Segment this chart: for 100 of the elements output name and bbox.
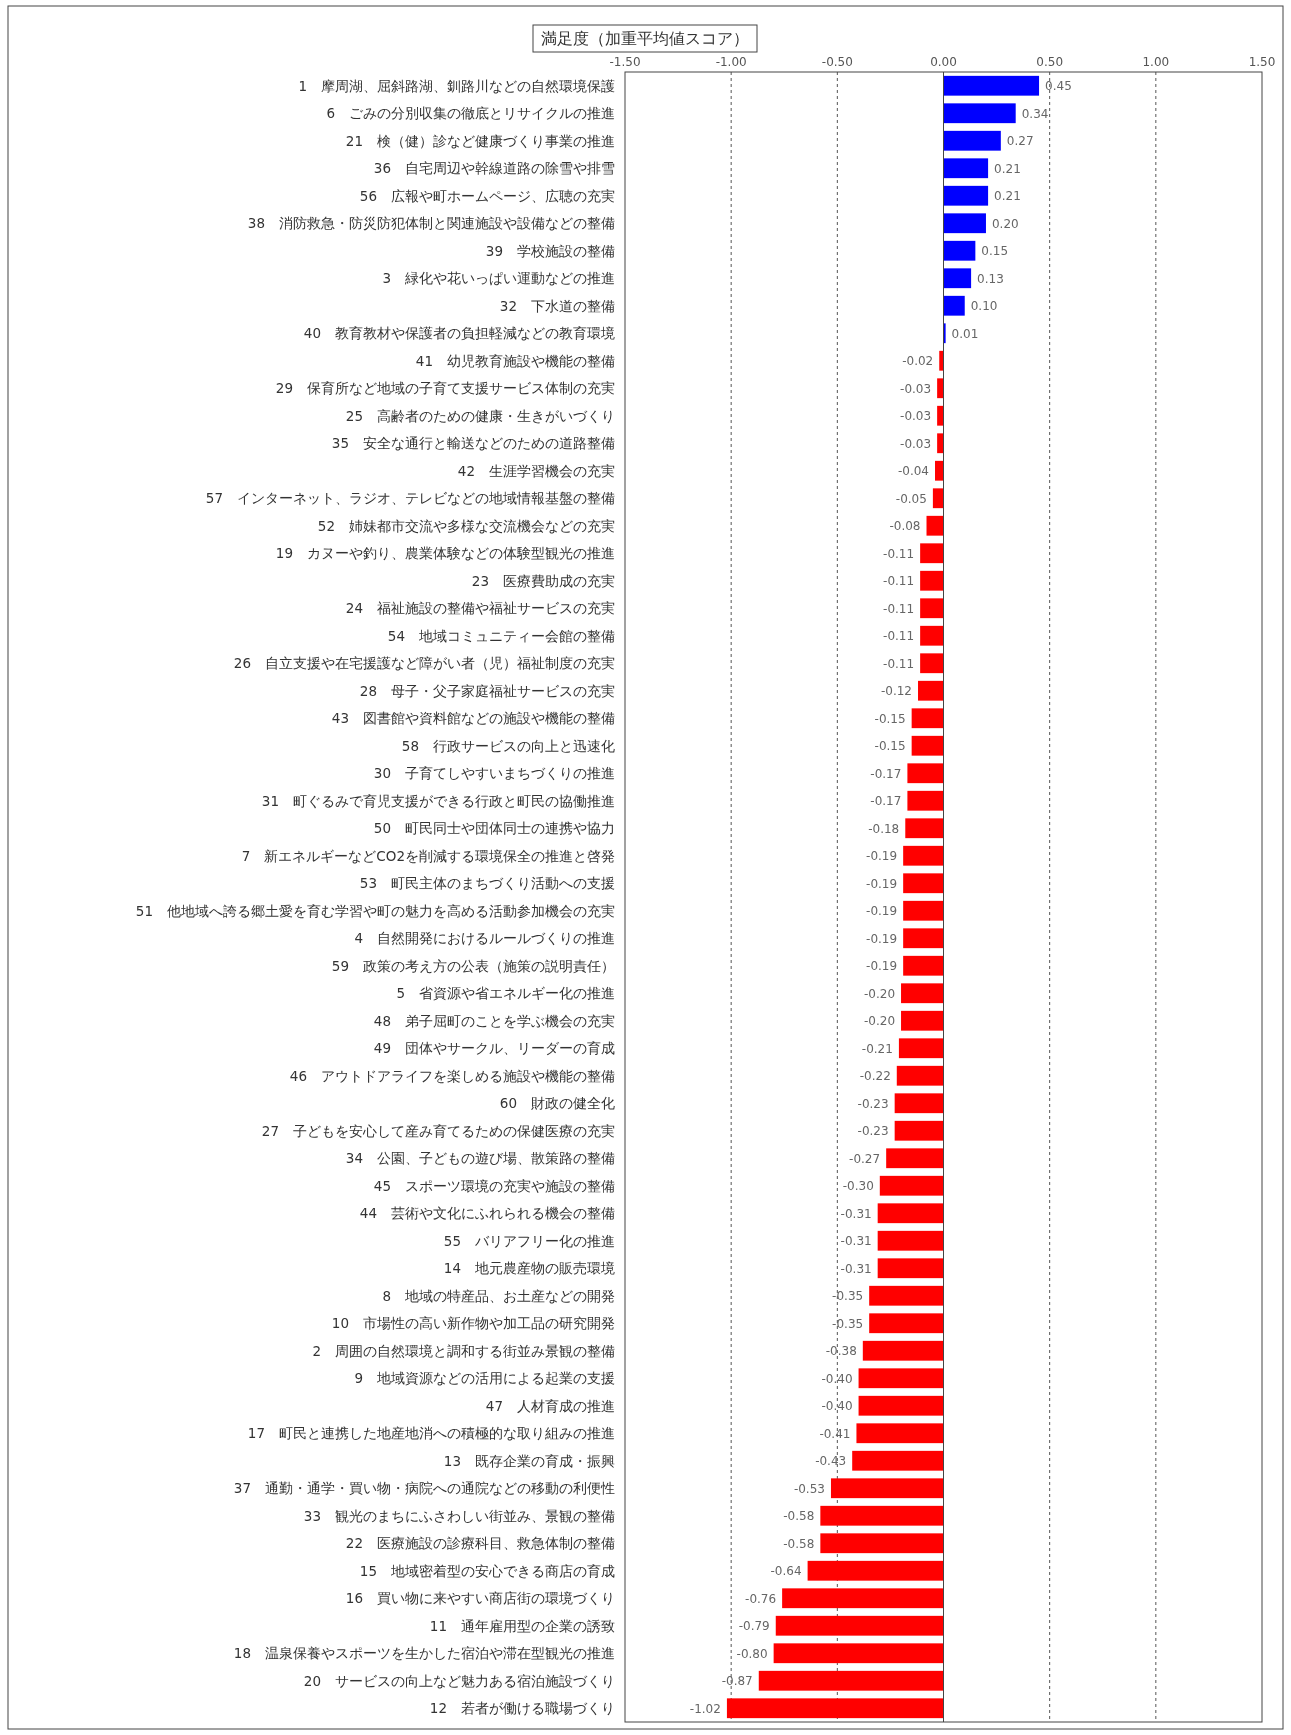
bar — [807, 1560, 944, 1581]
y-tick-label: 59 政策の考え方の公表（施策の説明責任） — [331, 957, 615, 974]
x-tick-label: 0.50 — [1036, 55, 1064, 69]
data-label: -0.35 — [832, 1289, 864, 1304]
data-label: -0.12 — [880, 684, 913, 699]
bar — [939, 350, 944, 371]
data-label: -0.11 — [883, 546, 915, 561]
bar — [943, 295, 965, 316]
bar — [858, 1395, 944, 1416]
data-label: -0.76 — [745, 1591, 777, 1606]
bar — [773, 1643, 944, 1664]
y-tick-label: 17 町民と連携した地産地消への積極的な取り組みの推進 — [247, 1425, 615, 1442]
y-tick-label: 34 公園、子どもの遊び場、散策路の整備 — [345, 1150, 615, 1167]
bar — [911, 735, 944, 756]
y-tick-label: 19 カヌーや釣り、農業体験などの体験型観光の推進 — [275, 545, 615, 562]
bar — [920, 625, 944, 646]
bar — [852, 1450, 944, 1471]
y-tick-label: 16 買い物に来やすい商店街の環境づくり — [345, 1590, 615, 1607]
y-tick-label: 15 地域密着型の安心できる商店の育成 — [359, 1562, 615, 1579]
y-tick-label: 18 温泉保養やスポーツを生かした宿泊や滞在型観光の推進 — [233, 1645, 615, 1662]
bar — [877, 1230, 944, 1251]
y-tick-label: 48 弟子屈町のことを学ぶ機会の充実 — [373, 1012, 615, 1029]
bar — [932, 488, 944, 509]
data-label: -0.03 — [900, 409, 932, 424]
x-tick-label: 1.50 — [1248, 55, 1276, 69]
data-label: 0.45 — [1045, 79, 1072, 94]
y-tick-label: 41 幼児教育施設や機能の整備 — [415, 352, 615, 369]
data-label: 0.27 — [1006, 134, 1034, 149]
data-label: 0.01 — [951, 326, 979, 341]
data-label: -0.30 — [842, 1179, 874, 1194]
bar — [830, 1478, 944, 1499]
data-label: 0.34 — [1021, 106, 1049, 121]
y-tick-label: 60 財政の健全化 — [499, 1095, 615, 1112]
data-label: -0.11 — [883, 601, 915, 616]
data-label: -0.27 — [849, 1151, 881, 1166]
bar — [862, 1340, 944, 1361]
bar — [886, 1148, 944, 1169]
y-tick-label: 26 自立支援や在宅援護など障がい者（児）福祉制度の充実 — [233, 655, 615, 672]
bar — [903, 928, 944, 949]
y-tick-label: 13 既存企業の育成・振興 — [443, 1452, 615, 1469]
bar — [943, 75, 1040, 96]
data-label: -0.05 — [895, 491, 927, 506]
bar — [943, 268, 972, 289]
bar — [905, 818, 944, 839]
y-tick-label: 30 子育てしやすいまちづくりの推進 — [373, 765, 615, 782]
data-label: -0.40 — [821, 1399, 853, 1414]
y-tick-label: 35 安全な通行と輸送などのための道路整備 — [331, 435, 615, 452]
y-tick-label: 20 サービスの向上など魅力ある宿泊施設づくり — [303, 1672, 615, 1689]
bar — [911, 708, 944, 729]
y-tick-label: 42 生涯学習機会の充実 — [457, 462, 615, 479]
data-label: -0.17 — [870, 794, 902, 809]
bar — [937, 405, 944, 426]
x-tick-label: -1.00 — [715, 55, 747, 69]
y-tick-label: 33 観光のまちにふさわしい街並み、景観の整備 — [303, 1507, 615, 1524]
y-tick-label: 5 省資源や省エネルギー化の推進 — [396, 985, 615, 1002]
x-tick-label: 1.00 — [1142, 55, 1170, 69]
y-tick-label: 39 学校施設の整備 — [485, 242, 615, 259]
data-label: -0.53 — [793, 1481, 825, 1496]
y-tick-label: 12 若者が働ける職場づくり — [429, 1700, 615, 1717]
data-label: 0.21 — [994, 161, 1021, 176]
x-tick-label: -0.50 — [821, 55, 853, 69]
y-tick-label: 32 下水道の整備 — [499, 297, 615, 314]
y-tick-label: 37 通勤・通学・買い物・病院への通院などの移動の利便性 — [233, 1480, 615, 1497]
data-label: -0.31 — [840, 1234, 872, 1249]
y-tick-label: 56 広報や町ホームページ、広聴の充実 — [359, 187, 615, 204]
bar — [869, 1313, 944, 1334]
bar — [898, 1038, 944, 1059]
data-label: -0.80 — [736, 1646, 768, 1661]
bar — [877, 1258, 944, 1279]
y-tick-label: 53 町民主体のまちづくり活動への支援 — [359, 875, 615, 892]
y-tick-label: 58 行政サービスの向上と迅速化 — [401, 737, 615, 754]
x-tick-label: 0.00 — [930, 55, 957, 69]
y-tick-label: 2 周囲の自然環境と調和する街並み景観の整備 — [312, 1342, 615, 1359]
chart-title: 満足度（加重平均値スコア） — [541, 29, 749, 48]
y-tick-label: 28 母子・父子家庭福祉サービスの充実 — [359, 682, 615, 699]
data-label: -1.02 — [689, 1701, 721, 1716]
bar — [943, 323, 946, 344]
bar — [903, 873, 944, 894]
y-tick-label: 24 福祉施設の整備や福祉サービスの充実 — [345, 600, 615, 617]
data-label: -0.11 — [883, 656, 915, 671]
data-label: -0.58 — [783, 1536, 815, 1551]
x-tick-label: -1.50 — [609, 55, 641, 69]
y-tick-label: 22 医療施設の診療科目、救急体制の整備 — [345, 1535, 615, 1552]
bar — [896, 1065, 944, 1086]
bar — [935, 460, 944, 481]
data-label: 0.20 — [991, 216, 1019, 231]
bar — [920, 570, 944, 591]
bar — [920, 653, 944, 674]
y-tick-label: 45 スポーツ環境の充実や施設の整備 — [373, 1177, 615, 1194]
data-label: -0.40 — [821, 1371, 853, 1386]
data-label: -0.64 — [770, 1564, 802, 1579]
bar — [879, 1175, 944, 1196]
bar — [920, 543, 944, 564]
bar — [820, 1533, 944, 1554]
y-tick-label: 51 他地域へ誇る郷土愛を育む学習や町の魅力を高める活動参加機会の充実 — [135, 902, 615, 919]
bar — [894, 1120, 944, 1141]
y-tick-label: 9 地域資源などの活用による起業の支援 — [354, 1370, 615, 1387]
data-label: -0.15 — [874, 739, 906, 754]
bar — [943, 158, 989, 179]
data-label: -0.41 — [819, 1426, 851, 1441]
